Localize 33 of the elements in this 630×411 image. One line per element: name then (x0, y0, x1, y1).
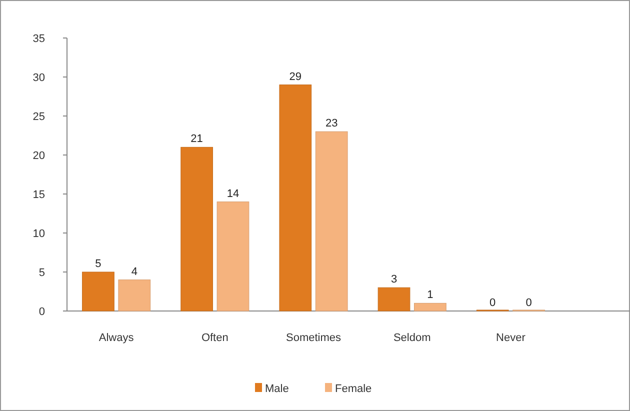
y-tick-label: 20 (32, 150, 45, 162)
y-tick-label: 15 (32, 188, 45, 201)
bar (118, 280, 151, 312)
y-tick-label: 35 (32, 32, 45, 45)
data-label: 0 (526, 297, 532, 309)
data-label: 14 (226, 188, 240, 200)
x-tick-label: Never (496, 332, 526, 344)
data-label: 1 (427, 289, 434, 302)
y-tick-label: 5 (38, 266, 45, 279)
x-tick-label: Always (98, 332, 134, 344)
x-tick-label: Often (201, 332, 228, 344)
y-tick-label: 25 (32, 110, 45, 123)
x-tick-label: Seldom (393, 332, 431, 344)
bar (315, 131, 348, 312)
x-tick-label: Sometimes (286, 332, 342, 344)
data-label: 21 (190, 133, 203, 146)
data-label: 29 (289, 70, 302, 83)
bar (414, 302, 446, 312)
data-label: 5 (95, 258, 102, 270)
legend-label: Male (265, 383, 289, 395)
bar (279, 84, 312, 312)
y-tick-label: 30 (32, 72, 45, 84)
legend-label: Female (335, 383, 372, 395)
bar (216, 202, 250, 312)
y-tick-label: 0 (38, 306, 45, 318)
bar (378, 287, 410, 312)
y-tick-label: 10 (32, 228, 45, 240)
data-label: 3 (390, 274, 398, 286)
data-label: 23 (325, 118, 338, 130)
bar (180, 146, 213, 312)
data-label: 4 (131, 266, 138, 278)
data-label: 0 (490, 297, 496, 309)
bar (82, 272, 114, 312)
